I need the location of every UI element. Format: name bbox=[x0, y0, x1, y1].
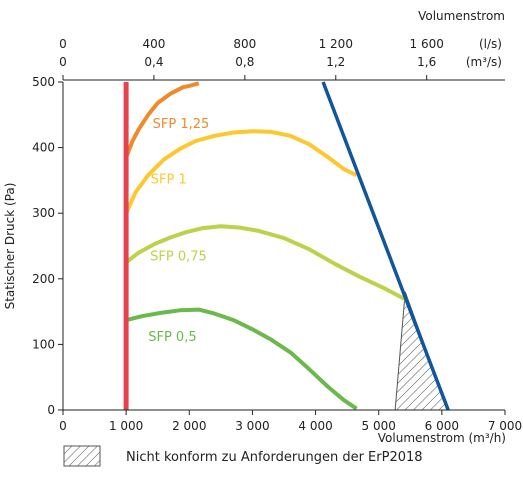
legend: Nicht konform zu Anforderungen der ErP20… bbox=[63, 445, 423, 467]
x-tick-label: 1 000 bbox=[109, 419, 143, 433]
series-label: SFP 1 bbox=[151, 173, 187, 188]
top-tick-label-m3s: 0,4 bbox=[144, 55, 163, 69]
series-label: SFP 0,5 bbox=[148, 330, 196, 345]
series-label: SFP 0,75 bbox=[150, 249, 207, 264]
series-line bbox=[124, 224, 409, 303]
x-ticks: 0 1 000 2 000 3 000 4 000 5 000 6 000 7 000 bbox=[59, 410, 522, 433]
y-tick-label: 500 bbox=[32, 75, 55, 89]
top-unit-ls: (l/s) bbox=[479, 37, 502, 51]
x-tick-label: 0 bbox=[59, 419, 67, 433]
legend-label: Nicht konform zu Anforderungen der ErP20… bbox=[126, 450, 423, 465]
series-layer: SFP 1,25 SFP 1 SFP 0,75 SFP 0,5 bbox=[123, 81, 450, 411]
series-label: SFP 1,25 bbox=[153, 117, 210, 132]
series-line bbox=[124, 81, 200, 159]
y-tick-label: 300 bbox=[32, 206, 55, 220]
top-ticks-m3s: 0 0,4 0,8 1,2 1,6 bbox=[59, 55, 436, 69]
top-tick-label-m3s: 0,8 bbox=[235, 55, 254, 69]
series-line bbox=[125, 307, 358, 411]
x-tick-label: 7 000 bbox=[488, 419, 522, 433]
top-tick-label-ls: 1 600 bbox=[410, 37, 444, 51]
top-tick-label-m3s: 0 bbox=[59, 55, 67, 69]
y-tick-label: 100 bbox=[32, 337, 55, 351]
top-tick-label-ls: 1 200 bbox=[319, 37, 353, 51]
axes bbox=[62, 79, 505, 411]
x-tick-label: 5 000 bbox=[362, 419, 396, 433]
top-axis-title: Volumenstrom bbox=[418, 9, 505, 23]
x-tick-label: 4 000 bbox=[298, 419, 332, 433]
y-tick-label: 200 bbox=[32, 272, 55, 286]
top-tick-label-ls: 800 bbox=[233, 37, 256, 51]
top-tick-label-ls: 400 bbox=[142, 37, 165, 51]
top-tick-label-m3s: 1,2 bbox=[326, 55, 345, 69]
y-tick-label: 0 bbox=[47, 403, 55, 417]
x-tick-label: 3 000 bbox=[235, 419, 269, 433]
y-ticks: 0 100 200 300 400 500 bbox=[32, 75, 63, 417]
y-axis-label: Statischer Druck (Pa) bbox=[3, 183, 17, 310]
x-tick-label: 2 000 bbox=[172, 419, 206, 433]
top-ticks-ls: 0 400 800 1 200 1 600 bbox=[59, 37, 444, 80]
x-tick-label: 6 000 bbox=[425, 419, 459, 433]
top-unit-m3s: (m³/s) bbox=[466, 55, 502, 69]
y-tick-label: 400 bbox=[32, 141, 55, 155]
series-line bbox=[321, 81, 450, 411]
top-tick-label-m3s: 1,6 bbox=[417, 55, 436, 69]
top-tick-label-ls: 0 bbox=[59, 37, 67, 51]
legend-hatched-box bbox=[63, 445, 101, 467]
x-axis-label: Volumenstrom (m³/h) bbox=[378, 431, 506, 445]
series-line bbox=[124, 129, 358, 215]
